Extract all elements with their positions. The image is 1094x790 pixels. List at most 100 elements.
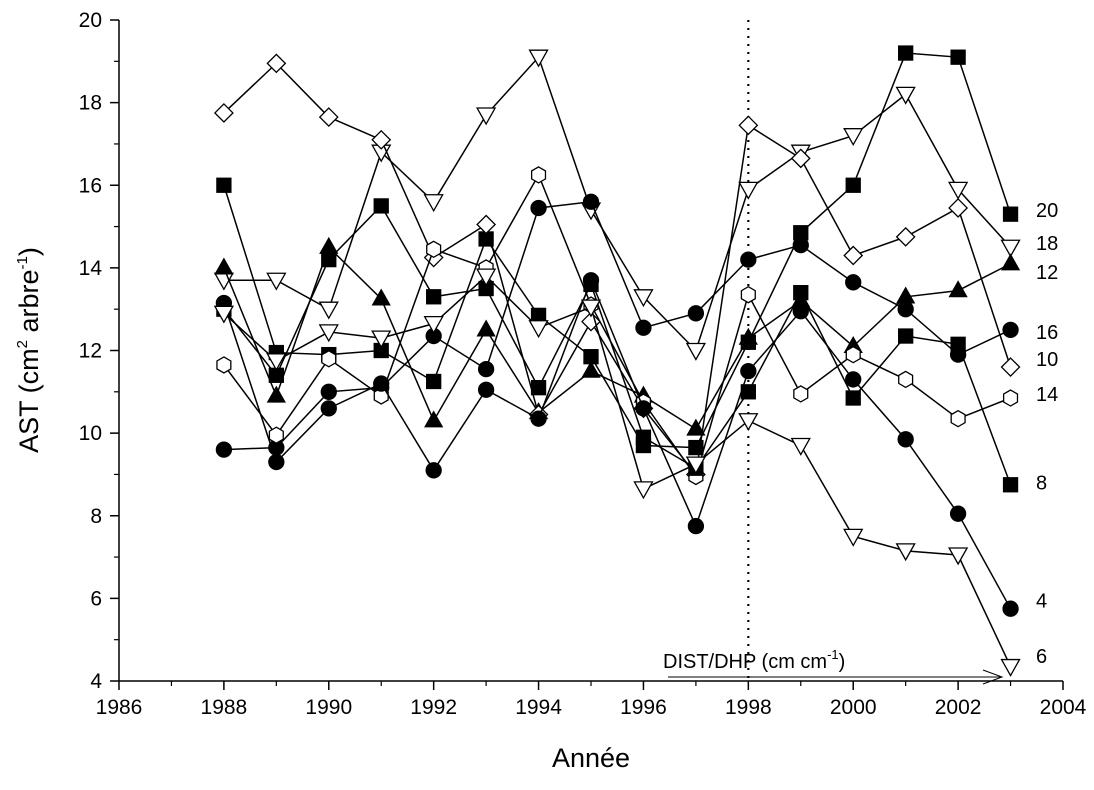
data-point — [635, 400, 652, 417]
x-tick-label: 1990 — [305, 696, 352, 719]
data-point — [1000, 357, 1021, 377]
data-point — [213, 103, 234, 123]
annotation-text: DIST/DHP (cm cm-1) — [663, 647, 845, 673]
data-point — [318, 324, 339, 343]
data-point — [530, 410, 547, 427]
y-tick-label: 4 — [90, 670, 102, 693]
data-point — [898, 45, 914, 61]
data-point — [845, 177, 861, 193]
data-point — [318, 301, 339, 320]
ticks — [110, 19, 1064, 690]
data-point — [321, 350, 337, 368]
data-point — [686, 418, 706, 436]
data-point — [528, 49, 549, 68]
data-point — [216, 177, 232, 193]
data-point — [845, 371, 862, 388]
data-point — [790, 437, 811, 456]
data-point — [581, 311, 601, 332]
data-point — [373, 198, 389, 214]
data-point — [268, 426, 284, 444]
series-end-label: 8 — [1036, 473, 1047, 495]
data-point — [426, 289, 442, 305]
y-tick-label: 18 — [79, 92, 102, 115]
data-point — [215, 441, 233, 458]
data-point — [477, 381, 495, 398]
series-6 — [213, 268, 1021, 677]
series-end-label: 14 — [1036, 384, 1058, 406]
data-point — [476, 214, 497, 235]
series-4 — [215, 272, 1019, 617]
data-point — [321, 251, 337, 268]
series-line — [223, 55, 1012, 352]
data-point — [580, 299, 602, 318]
data-point — [214, 257, 234, 275]
y-tick-label: 8 — [90, 505, 102, 528]
data-point — [740, 251, 757, 268]
data-point — [1000, 253, 1021, 271]
x-tick-label: 2002 — [935, 696, 982, 719]
data-point — [371, 288, 391, 306]
data-point — [950, 49, 966, 65]
data-point — [475, 107, 497, 126]
data-point — [793, 385, 809, 403]
series-line — [223, 52, 1012, 449]
series-group — [213, 45, 1021, 677]
series-10 — [213, 53, 1021, 485]
x-tick-label: 2000 — [830, 696, 877, 719]
y-tick-label: 16 — [79, 174, 102, 197]
data-point — [213, 272, 235, 291]
series-line — [223, 200, 1011, 451]
data-point — [371, 129, 392, 150]
data-point — [373, 387, 389, 405]
data-point — [950, 336, 966, 352]
data-point — [685, 456, 707, 475]
data-point — [371, 330, 392, 349]
x-tick-label: 1988 — [201, 696, 248, 719]
data-point — [318, 107, 339, 128]
data-point — [582, 193, 600, 210]
data-point — [582, 272, 600, 289]
y-tick-label: 6 — [90, 587, 102, 610]
data-point — [266, 353, 287, 372]
data-point — [845, 345, 861, 364]
data-point — [843, 245, 864, 266]
data-point — [895, 86, 916, 105]
data-point — [425, 462, 442, 479]
data-point — [687, 305, 705, 322]
data-point — [476, 319, 496, 337]
data-point — [581, 360, 601, 378]
data-point — [1002, 321, 1019, 338]
data-point — [947, 547, 969, 566]
data-point — [1002, 477, 1019, 493]
data-point — [845, 390, 861, 406]
x-tick-label: 1996 — [620, 696, 667, 719]
series-line — [223, 275, 1012, 667]
data-point — [213, 305, 235, 324]
series-line — [223, 173, 1011, 479]
series-line — [223, 278, 1012, 610]
tick-labels: 1986 1988 1990 1992 1994 1996 1998 2000 2002 2004… — [79, 9, 1087, 719]
data-point — [895, 543, 916, 562]
data-point — [423, 194, 444, 213]
x-tick-label: 1986 — [96, 696, 143, 719]
data-point — [687, 517, 705, 535]
data-point — [740, 363, 757, 380]
data-point — [1002, 389, 1019, 407]
data-point — [1000, 239, 1021, 258]
series-end-label: 6 — [1036, 646, 1047, 668]
data-point — [738, 115, 759, 136]
x-tick-label: 1992 — [410, 696, 457, 719]
data-point — [424, 410, 444, 428]
data-point — [320, 383, 337, 400]
data-point — [845, 274, 862, 291]
data-point — [950, 409, 966, 428]
y-tick-label: 12 — [79, 340, 102, 363]
data-point — [1000, 658, 1021, 677]
data-point — [530, 166, 547, 184]
data-point — [426, 240, 442, 259]
data-point — [949, 505, 967, 522]
data-point — [790, 148, 811, 169]
annotation-arrow-head — [982, 669, 1004, 685]
data-point — [792, 303, 809, 320]
